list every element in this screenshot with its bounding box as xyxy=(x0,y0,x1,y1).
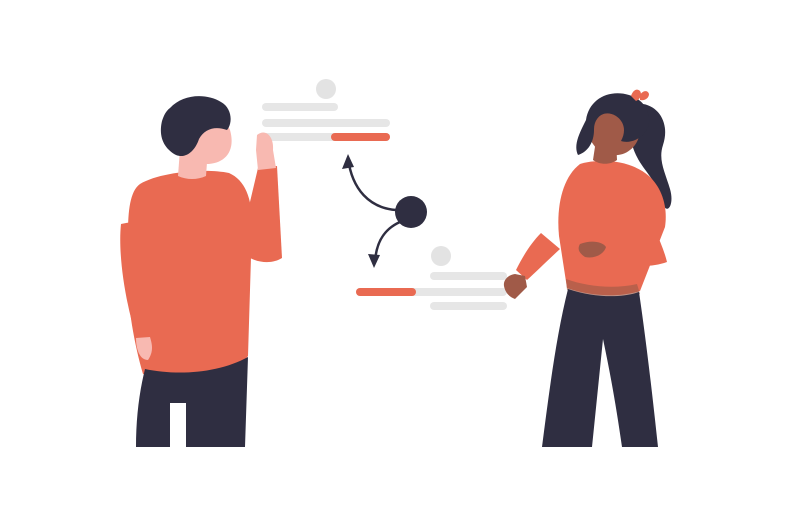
right-person-hand xyxy=(503,274,527,299)
left-person-left-arm xyxy=(120,220,152,343)
left-person-torso xyxy=(126,170,252,378)
left-person-left-hand xyxy=(136,337,152,360)
arrow-down-head xyxy=(368,254,380,268)
left-person-hair xyxy=(160,96,231,157)
bottom-card-line-3 xyxy=(430,302,507,310)
bottom-card-progress-fill xyxy=(356,288,416,296)
bottom-card-avatar xyxy=(431,246,451,266)
right-person-hair xyxy=(576,93,650,155)
top-card-line-2 xyxy=(262,119,390,127)
top-card-line-1 xyxy=(262,103,338,111)
right-person-back-arm xyxy=(603,202,667,266)
top-card-avatar xyxy=(316,79,336,99)
top-card-progress-fill xyxy=(331,133,390,141)
hub-circle xyxy=(395,196,427,228)
right-person-back-hand xyxy=(578,241,606,258)
left-person-ear xyxy=(206,131,218,148)
connection-diagram xyxy=(342,154,427,268)
person-right xyxy=(503,89,672,447)
arrow-up xyxy=(346,156,398,212)
right-person-hair-bow xyxy=(631,89,649,101)
bottom-card-line-1 xyxy=(430,272,507,280)
bottom-card xyxy=(356,246,507,310)
right-person-waist xyxy=(566,279,640,298)
right-person-arm xyxy=(516,233,560,280)
top-card xyxy=(262,79,390,141)
person-left xyxy=(120,96,282,447)
right-person-pants xyxy=(542,289,658,447)
left-person-pants xyxy=(136,357,248,447)
arrow-up-head xyxy=(342,154,354,169)
left-person-raised-hand xyxy=(256,132,276,170)
